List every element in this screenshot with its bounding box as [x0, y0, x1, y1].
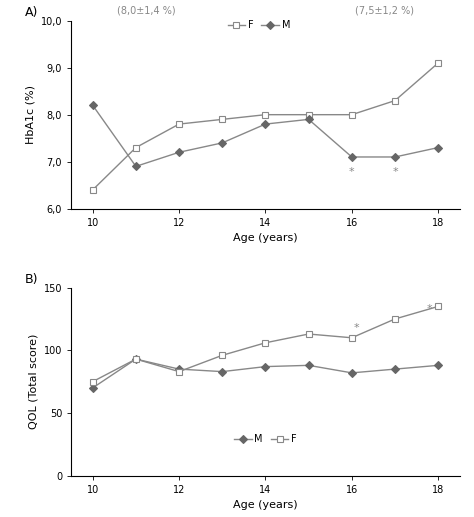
Text: *: *: [392, 168, 398, 177]
M: [90, 102, 96, 109]
M: [176, 366, 182, 372]
Line: M: M: [90, 102, 441, 169]
F: [349, 112, 355, 118]
F: [219, 352, 225, 358]
M: [176, 149, 182, 156]
F: [219, 116, 225, 123]
M: [219, 140, 225, 146]
M: [133, 163, 139, 170]
Text: *: *: [349, 168, 355, 177]
Text: *: *: [427, 304, 432, 314]
M: [306, 116, 311, 123]
Line: M: M: [90, 356, 441, 391]
F: [90, 378, 96, 385]
Legend: F, M: F, M: [224, 16, 294, 34]
M: [435, 144, 441, 150]
F: [263, 340, 268, 346]
M: [133, 356, 139, 362]
F: [349, 334, 355, 341]
X-axis label: Age (years): Age (years): [233, 500, 298, 510]
Y-axis label: QOL (Total score): QOL (Total score): [28, 334, 38, 429]
Y-axis label: HbA1c (%): HbA1c (%): [25, 85, 35, 144]
F: [133, 356, 139, 362]
F: [263, 112, 268, 118]
Text: (7,5±1,2 %): (7,5±1,2 %): [355, 5, 414, 15]
Line: F: F: [90, 60, 441, 193]
F: [435, 303, 441, 310]
F: [133, 144, 139, 150]
M: [306, 362, 311, 369]
M: [90, 385, 96, 391]
Text: *: *: [353, 323, 359, 333]
X-axis label: Age (years): Age (years): [233, 233, 298, 244]
F: [435, 60, 441, 66]
F: [306, 112, 311, 118]
M: [392, 366, 398, 372]
F: [90, 187, 96, 193]
Legend: M, F: M, F: [230, 431, 301, 448]
M: [263, 363, 268, 370]
F: [176, 369, 182, 375]
Text: (8,0±1,4 %): (8,0±1,4 %): [118, 5, 176, 15]
F: [176, 121, 182, 127]
F: [306, 331, 311, 337]
Text: B): B): [25, 272, 38, 285]
Line: F: F: [90, 303, 441, 385]
M: [392, 154, 398, 160]
M: [349, 370, 355, 376]
M: [263, 121, 268, 127]
M: [219, 369, 225, 375]
F: [392, 98, 398, 104]
F: [392, 316, 398, 322]
M: [435, 362, 441, 369]
M: [349, 154, 355, 160]
Text: A): A): [25, 6, 38, 19]
